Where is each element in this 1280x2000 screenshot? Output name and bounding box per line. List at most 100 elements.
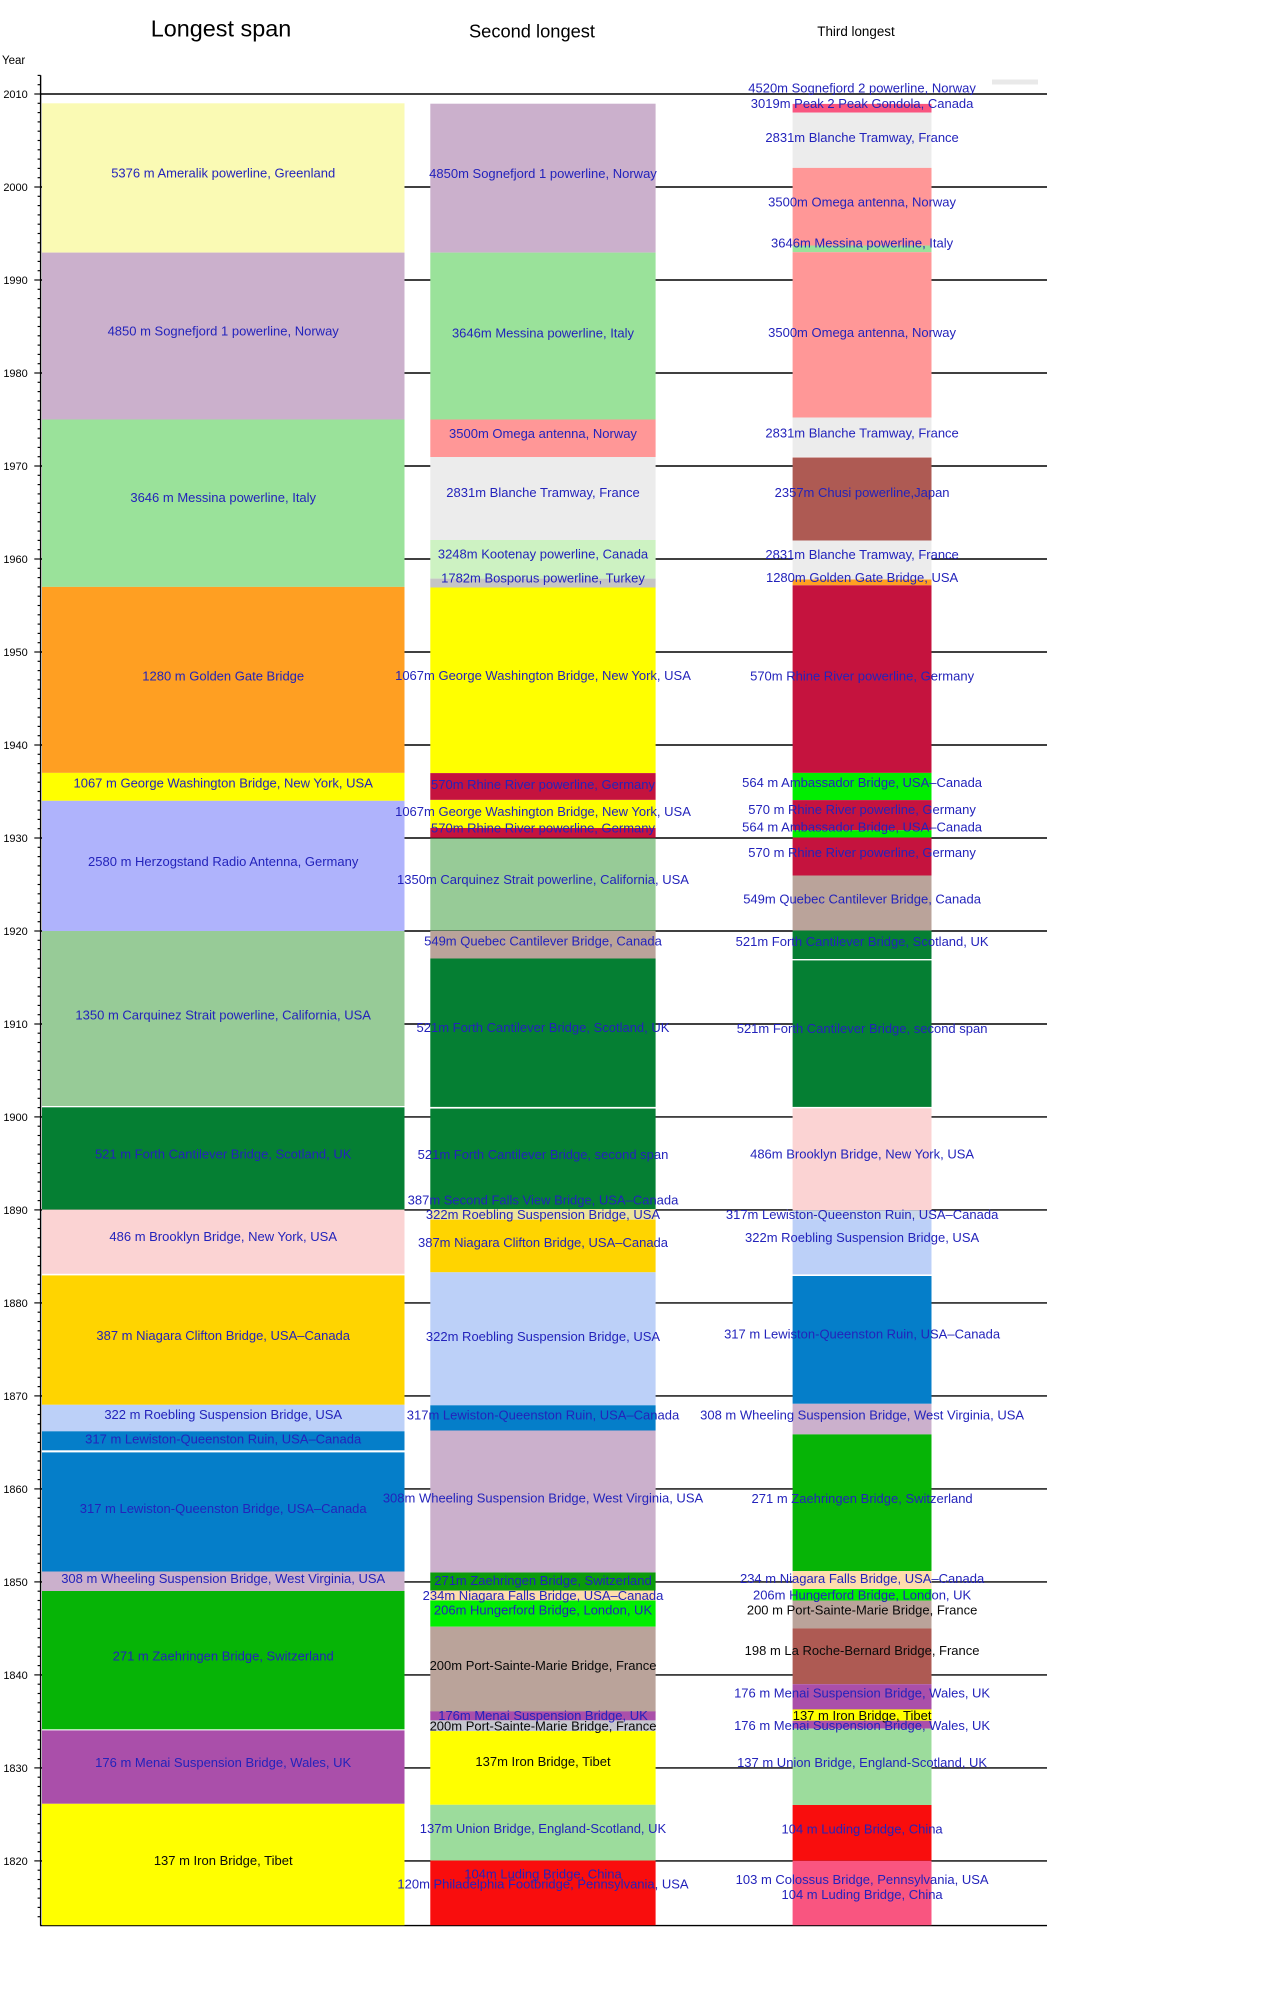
svg-text:206m Hungerford Bridge, London: 206m Hungerford Bridge, London, UK xyxy=(753,1587,972,1602)
svg-text:317 m Lewiston-Queenston Ruin,: 317 m Lewiston-Queenston Ruin, USA–Canad… xyxy=(85,1432,362,1447)
svg-text:1840: 1840 xyxy=(3,1670,27,1682)
svg-text:3646 m Messina powerline, Ital: 3646 m Messina powerline, Italy xyxy=(130,490,316,505)
svg-text:1910: 1910 xyxy=(3,1019,27,1031)
svg-text:1970: 1970 xyxy=(3,461,27,473)
svg-text:3019m Peak 2 Peak Gondola, Can: 3019m Peak 2 Peak Gondola, Canada xyxy=(751,96,974,111)
svg-text:3500m Omega antenna, Norway: 3500m Omega antenna, Norway xyxy=(768,195,956,210)
svg-text:322m Roebling Suspension Bridg: 322m Roebling Suspension Bridge, USA xyxy=(745,1230,979,1245)
svg-text:176 m Menai Suspension Bridge,: 176 m Menai Suspension Bridge, Wales, UK xyxy=(734,1718,990,1733)
svg-text:3646m Messina powerline, Italy: 3646m Messina powerline, Italy xyxy=(452,325,635,340)
svg-text:322 m Roebling Suspension Brid: 322 m Roebling Suspension Bridge, USA xyxy=(104,1407,342,1422)
svg-text:317m Lewiston-Queenston Ruin,: 317m Lewiston-Queenston Ruin, USA–Canada xyxy=(407,1408,680,1423)
svg-text:486m Brooklyn Bridge, New York: 486m Brooklyn Bridge, New York, USA xyxy=(750,1146,974,1161)
svg-text:1067m George Washington Bridge: 1067m George Washington Bridge, New York… xyxy=(395,668,691,683)
svg-text:1930: 1930 xyxy=(3,833,27,845)
svg-text:2580 m Herzogstand Radio Anten: 2580 m Herzogstand Radio Antenna, German… xyxy=(88,854,359,869)
svg-text:387m Niagara Clifton Bridge, U: 387m Niagara Clifton Bridge, USA–Canada xyxy=(418,1235,669,1250)
svg-text:198 m La Roche-Bernard Bridge,: 198 m La Roche-Bernard Bridge, France xyxy=(745,1643,980,1658)
svg-text:2357m Chusi powerline,Japan: 2357m Chusi powerline,Japan xyxy=(775,485,950,500)
svg-text:1950: 1950 xyxy=(3,647,27,659)
svg-text:317m Lewiston-Queenston Ruin,: 317m Lewiston-Queenston Ruin, USA–Canada xyxy=(726,1207,999,1222)
svg-text:137 m Union Bridge, England-Sc: 137 m Union Bridge, England-Scotland, UK xyxy=(737,1755,987,1770)
svg-text:1960: 1960 xyxy=(3,554,27,566)
svg-text:Longest span: Longest span xyxy=(151,16,291,42)
svg-text:521m Forth Cantilever Bridge,: 521m Forth Cantilever Bridge, Scotland, … xyxy=(736,934,989,949)
svg-text:137m Union Bridge, England-Sco: 137m Union Bridge, England-Scotland, UK xyxy=(420,1821,667,1836)
svg-text:234 m Niagara Falls Bridge, US: 234 m Niagara Falls Bridge, USA–Canada xyxy=(740,1571,985,1586)
svg-text:200m Port-Sainte-Marie Bridge,: 200m Port-Sainte-Marie Bridge, France xyxy=(430,1658,657,1673)
svg-text:549m Quebec Cantilever Bridge,: 549m Quebec Cantilever Bridge, Canada xyxy=(743,892,982,907)
svg-text:486 m Brooklyn Bridge, New Yor: 486 m Brooklyn Bridge, New York, USA xyxy=(109,1229,337,1244)
svg-text:2831m Blanche Tramway, France: 2831m Blanche Tramway, France xyxy=(446,485,639,500)
svg-text:206m Hungerford Bridge, London: 206m Hungerford Bridge, London, UK xyxy=(434,1602,653,1617)
svg-text:570m Rhine River powerline, Ge: 570m Rhine River powerline, Germany xyxy=(431,777,655,792)
svg-text:Second longest: Second longest xyxy=(469,21,595,42)
svg-text:1067m George Washington Bridge: 1067m George Washington Bridge, New York… xyxy=(395,804,691,819)
svg-text:549m Quebec Cantilever Bridge,: 549m Quebec Cantilever Bridge, Canada xyxy=(424,934,663,949)
svg-text:234m Niagara Falls Bridge, USA: 234m Niagara Falls Bridge, USA–Canada xyxy=(423,1588,664,1603)
svg-text:137 m Iron Bridge, Tibet: 137 m Iron Bridge, Tibet xyxy=(793,1708,932,1723)
svg-text:521m Forth Cantilever Bridge,: 521m Forth Cantilever Bridge, second spa… xyxy=(737,1021,988,1036)
svg-text:104 m Luding Bridge, China: 104 m Luding Bridge, China xyxy=(782,1822,944,1837)
svg-text:1980: 1980 xyxy=(3,368,27,380)
svg-text:Year: Year xyxy=(2,55,25,67)
svg-text:176 m Menai Suspension Bridge,: 176 m Menai Suspension Bridge, Wales, UK xyxy=(95,1755,351,1770)
svg-text:564 m Ambassador Bridge, USA–C: 564 m Ambassador Bridge, USA–Canada xyxy=(742,820,983,835)
svg-text:1782m Bosporus powerline, Turk: 1782m Bosporus powerline, Turkey xyxy=(441,570,645,585)
svg-text:1280 m Golden Gate Bridge: 1280 m Golden Gate Bridge xyxy=(142,669,304,684)
svg-text:322m Roebling Suspension Bridg: 322m Roebling Suspension Bridge, USA xyxy=(426,1329,660,1344)
svg-text:120m Philadelphia Footbridge,: 120m Philadelphia Footbridge, Pennsylvan… xyxy=(397,1877,689,1892)
svg-text:1350m Carquinez Strait powerli: 1350m Carquinez Strait powerline, Califo… xyxy=(397,872,689,887)
svg-text:137 m Iron Bridge, Tibet: 137 m Iron Bridge, Tibet xyxy=(154,1853,293,1868)
svg-text:2831m Blanche Tramway, France: 2831m Blanche Tramway, France xyxy=(765,425,958,440)
svg-text:1920: 1920 xyxy=(3,926,27,938)
svg-text:317 m Lewiston-Queenston Bridg: 317 m Lewiston-Queenston Bridge, USA–Can… xyxy=(80,1501,368,1516)
svg-text:1870: 1870 xyxy=(3,1391,27,1403)
svg-text:176m Menai Suspension Bridge,: 176m Menai Suspension Bridge, UK xyxy=(438,1708,648,1723)
svg-text:308 m Wheeling Suspension Brid: 308 m Wheeling Suspension Bridge, West V… xyxy=(61,1571,385,1586)
svg-text:3646m Messina powerline, Italy: 3646m Messina powerline, Italy xyxy=(771,236,954,251)
svg-text:200 m Port-Sainte-Marie Bridge: 200 m Port-Sainte-Marie Bridge, France xyxy=(747,1603,977,1618)
svg-text:104m Luding Bridge, China: 104m Luding Bridge, China xyxy=(464,1866,622,1881)
svg-text:570m Rhine River powerline, Ge: 570m Rhine River powerline, Germany xyxy=(431,821,655,836)
svg-text:271 m Zaehringen Bridge, Switz: 271 m Zaehringen Bridge, Switzerland xyxy=(113,1648,334,1663)
svg-text:104 m Luding Bridge, China: 104 m Luding Bridge, China xyxy=(782,1887,944,1902)
svg-text:271m Zaehringen Bridge, Switze: 271m Zaehringen Bridge, Switzerland xyxy=(434,1573,652,1588)
svg-text:4850m Sognefjord 1 powerline,: 4850m Sognefjord 1 powerline, Norway xyxy=(429,166,657,181)
svg-text:1860: 1860 xyxy=(3,1484,27,1496)
svg-text:3248m Kootenay powerline, Cana: 3248m Kootenay powerline, Canada xyxy=(438,546,649,561)
svg-text:5376 m Ameralik powerline, Gre: 5376 m Ameralik powerline, Greenland xyxy=(111,166,335,181)
svg-text:1850: 1850 xyxy=(3,1577,27,1589)
svg-text:1820: 1820 xyxy=(3,1856,27,1868)
svg-text:3500m Omega antenna, Norway: 3500m Omega antenna, Norway xyxy=(768,325,956,340)
svg-text:308m Wheeling Suspension Bridg: 308m Wheeling Suspension Bridge, West Vi… xyxy=(383,1491,704,1506)
svg-text:1067 m George Washington Bridg: 1067 m George Washington Bridge, New Yor… xyxy=(73,776,373,791)
svg-text:2831m Blanche Tramway, France: 2831m Blanche Tramway, France xyxy=(765,130,958,145)
svg-text:570 m Rhine River powerline, G: 570 m Rhine River powerline, Germany xyxy=(748,802,976,817)
svg-text:176 m Menai Suspension Bridge,: 176 m Menai Suspension Bridge, Wales, UK xyxy=(734,1686,990,1701)
svg-text:1990: 1990 xyxy=(3,275,27,287)
svg-text:521 m Forth Cantilever Bridge,: 521 m Forth Cantilever Bridge, Scotland,… xyxy=(95,1147,352,1162)
svg-text:308 m Wheeling Suspension Brid: 308 m Wheeling Suspension Bridge, West V… xyxy=(700,1408,1024,1423)
svg-text:2831m Blanche Tramway, France: 2831m Blanche Tramway, France xyxy=(765,547,958,562)
svg-text:1280m Golden Gate Bridge, USA: 1280m Golden Gate Bridge, USA xyxy=(766,570,959,585)
svg-text:200m Port-Sainte-Marie Bridge,: 200m Port-Sainte-Marie Bridge, France xyxy=(430,1718,657,1733)
svg-text:387m Second Falls View Bridge,: 387m Second Falls View Bridge, USA–Canad… xyxy=(408,1193,680,1208)
svg-text:1350 m Carquinez Strait powerl: 1350 m Carquinez Strait powerline, Calif… xyxy=(75,1007,371,1022)
svg-text:387 m Niagara Clifton Bridge,: 387 m Niagara Clifton Bridge, USA–Canada xyxy=(96,1328,350,1343)
svg-text:271 m Zaehringen Bridge, Switz: 271 m Zaehringen Bridge, Switzerland xyxy=(752,1491,973,1506)
svg-text:1830: 1830 xyxy=(3,1763,27,1775)
svg-text:4520m Sognefjord 2 powerline,: 4520m Sognefjord 2 powerline, Norway xyxy=(748,80,976,95)
svg-text:2000: 2000 xyxy=(3,182,27,194)
svg-text:570 m Rhine River powerline, G: 570 m Rhine River powerline, Germany xyxy=(748,845,976,860)
svg-text:1890: 1890 xyxy=(3,1205,27,1217)
svg-text:521m Forth Cantilever Bridge,: 521m Forth Cantilever Bridge, second spa… xyxy=(418,1147,669,1162)
svg-text:317 m Lewiston-Queenston Ruin,: 317 m Lewiston-Queenston Ruin, USA–Canad… xyxy=(724,1327,1001,1342)
svg-text:2010: 2010 xyxy=(3,89,27,101)
svg-text:103 m Colossus Bridge, Pennsyl: 103 m Colossus Bridge, Pennsylvania, USA xyxy=(736,1872,989,1887)
svg-text:Third longest: Third longest xyxy=(817,24,895,39)
svg-text:4850 m Sognefjord 1 powerline,: 4850 m Sognefjord 1 powerline, Norway xyxy=(108,324,340,339)
svg-text:570m Rhine River powerline, Ge: 570m Rhine River powerline, Germany xyxy=(750,669,974,684)
svg-text:564 m Ambassador Bridge, USA–C: 564 m Ambassador Bridge, USA–Canada xyxy=(742,775,983,790)
svg-text:3500m Omega antenna, Norway: 3500m Omega antenna, Norway xyxy=(449,426,637,441)
